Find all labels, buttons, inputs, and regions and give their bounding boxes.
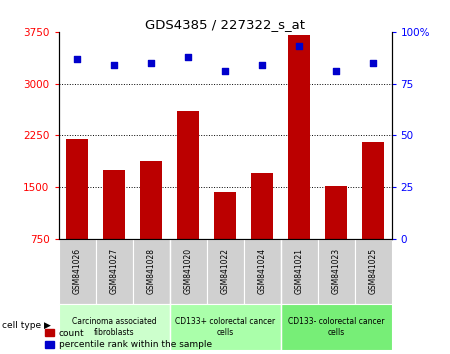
Text: GSM841028: GSM841028 (147, 248, 156, 294)
Point (110, 62, 117, 68)
Text: GSM841023: GSM841023 (332, 248, 341, 294)
Bar (58, 239, 95, 304)
Point (73, 56, 81, 62)
Bar (170, 304, 280, 350)
Bar (177, 111, 199, 239)
Point (184, 54, 192, 59)
Text: CD133- colorectal cancer
cells: CD133- colorectal cancer cells (288, 317, 384, 337)
Bar (95, 239, 132, 304)
Bar (140, 161, 162, 239)
Bar (355, 239, 392, 304)
Text: GSM841026: GSM841026 (72, 248, 81, 294)
Bar (243, 239, 280, 304)
Title: GDS4385 / 227322_s_at: GDS4385 / 227322_s_at (145, 18, 305, 31)
Text: GSM841027: GSM841027 (109, 248, 118, 294)
Bar (103, 170, 125, 239)
Point (221, 68, 229, 74)
Text: CD133+ colorectal cancer
cells: CD133+ colorectal cancer cells (175, 317, 275, 337)
Point (258, 62, 265, 68)
Text: GSM841021: GSM841021 (294, 248, 303, 294)
Bar (58, 304, 170, 350)
Point (295, 44, 302, 49)
Point (333, 68, 340, 74)
Text: GSM841025: GSM841025 (369, 248, 378, 294)
Bar (214, 192, 236, 239)
Bar (132, 239, 170, 304)
Bar (207, 239, 243, 304)
Bar (251, 173, 273, 239)
Bar (280, 304, 392, 350)
Text: cell type ▶: cell type ▶ (2, 321, 51, 330)
Bar (66, 139, 88, 239)
Bar (170, 239, 207, 304)
Bar (288, 35, 310, 239)
Legend: count, percentile rank within the sample: count, percentile rank within the sample (45, 329, 212, 349)
Bar (318, 239, 355, 304)
Bar (362, 142, 384, 239)
Bar (325, 187, 347, 239)
Text: GSM841024: GSM841024 (257, 248, 266, 294)
Text: Carcinoma associated
fibroblasts: Carcinoma associated fibroblasts (72, 317, 156, 337)
Point (148, 60, 155, 66)
Text: GSM841020: GSM841020 (184, 248, 193, 294)
Point (369, 60, 377, 66)
Text: GSM841022: GSM841022 (220, 248, 230, 294)
Bar (280, 239, 318, 304)
